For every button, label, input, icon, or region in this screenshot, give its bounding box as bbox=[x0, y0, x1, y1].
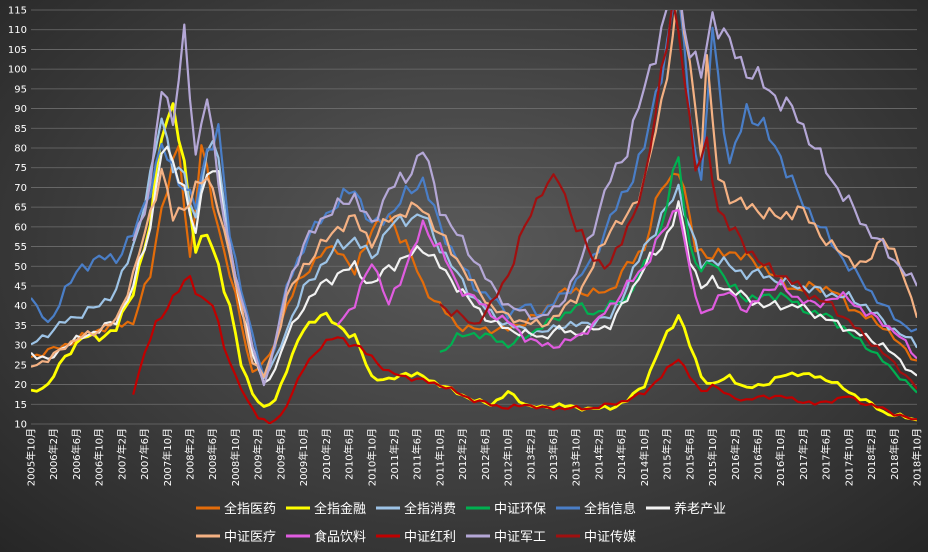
x-tick-label: 2012年2月 bbox=[456, 428, 469, 480]
x-tick-label: 2017年10月 bbox=[842, 428, 855, 486]
legend-label: 全指消费 bbox=[404, 501, 456, 517]
x-tick-label: 2018年10月 bbox=[911, 428, 924, 486]
x-tick-label: 2013年6月 bbox=[547, 428, 560, 480]
legend-label: 中证军工 bbox=[494, 530, 546, 545]
x-tick-label: 2016年6月 bbox=[751, 428, 764, 480]
y-tick-label: 70 bbox=[14, 183, 27, 194]
series-line bbox=[31, 10, 917, 378]
x-tick-label: 2007年2月 bbox=[115, 428, 128, 480]
y-tick-label: 105 bbox=[8, 45, 27, 56]
y-tick-label: 15 bbox=[14, 400, 27, 411]
legend-label: 养老产业 bbox=[674, 501, 726, 517]
series-line bbox=[132, 275, 917, 424]
legend-label: 中证传媒 bbox=[584, 530, 636, 545]
x-tick-label: 2010年2月 bbox=[320, 428, 333, 480]
y-tick-label: 25 bbox=[14, 360, 27, 371]
x-tick-label: 2009年2月 bbox=[252, 428, 265, 480]
x-tick-label: 2009年6月 bbox=[274, 428, 287, 480]
y-tick-label: 80 bbox=[14, 144, 27, 155]
x-tick-label: 2008年6月 bbox=[206, 428, 219, 480]
y-tick-label: 55 bbox=[14, 242, 27, 253]
x-tick-label: 2016年10月 bbox=[774, 428, 787, 486]
legend-label: 中证红利 bbox=[404, 529, 456, 545]
y-tick-label: 60 bbox=[14, 222, 27, 233]
x-tick-label: 2015年2月 bbox=[661, 428, 674, 480]
legend-label: 中证医疗 bbox=[224, 530, 276, 545]
y-tick-label: 85 bbox=[14, 124, 27, 135]
x-tick-label: 2014年2月 bbox=[592, 428, 605, 480]
legend-label: 中证环保 bbox=[494, 502, 546, 517]
x-tick-label: 2011年6月 bbox=[411, 428, 424, 480]
series-line bbox=[132, 10, 917, 387]
x-tick-label: 2008年10月 bbox=[229, 428, 242, 486]
x-tick-label: 2018年2月 bbox=[865, 428, 878, 480]
x-tick-label: 2011年10月 bbox=[433, 428, 446, 486]
x-tick-label: 2017年6月 bbox=[820, 428, 833, 480]
x-tick-label: 2011年2月 bbox=[388, 428, 401, 480]
legend-label: 全指信息 bbox=[584, 501, 636, 517]
legend-label: 全指金融 bbox=[314, 501, 366, 517]
y-tick-label: 115 bbox=[8, 6, 27, 17]
x-tick-label: 2006年10月 bbox=[93, 428, 106, 486]
legend-label: 全指医药 bbox=[224, 501, 276, 517]
x-tick-label: 2007年6月 bbox=[138, 428, 151, 480]
plot-area bbox=[31, 10, 917, 424]
x-tick-label: 2012年6月 bbox=[479, 428, 492, 480]
y-tick-label: 10 bbox=[14, 420, 27, 431]
y-tick-label: 110 bbox=[8, 25, 27, 36]
x-tick-label: 2017年2月 bbox=[797, 428, 810, 480]
y-tick-label: 75 bbox=[14, 163, 27, 174]
y-tick-label: 50 bbox=[14, 262, 27, 273]
y-tick-label: 95 bbox=[14, 84, 27, 95]
x-tick-label: 2014年6月 bbox=[615, 428, 628, 480]
x-tick-label: 2009年10月 bbox=[297, 428, 310, 486]
x-tick-label: 2015年6月 bbox=[683, 428, 696, 480]
x-tick-label: 2010年10月 bbox=[365, 428, 378, 486]
y-tick-label: 45 bbox=[14, 282, 27, 293]
x-tick-label: 2005年10月 bbox=[25, 428, 38, 486]
series-line bbox=[439, 156, 917, 394]
series-line bbox=[439, 10, 917, 390]
x-tick-label: 2006年2月 bbox=[47, 428, 60, 480]
x-tick-label: 2012年10月 bbox=[502, 428, 515, 486]
x-tick-label: 2008年2月 bbox=[184, 428, 197, 480]
x-tick-label: 2006年6月 bbox=[70, 428, 83, 480]
series-line bbox=[31, 117, 917, 379]
x-tick-label: 2016年2月 bbox=[729, 428, 742, 480]
x-tick-label: 2015年10月 bbox=[706, 428, 719, 486]
y-tick-label: 100 bbox=[8, 65, 27, 76]
x-tick-label: 2013年2月 bbox=[524, 428, 537, 480]
y-tick-label: 40 bbox=[14, 301, 27, 312]
y-tick-label: 65 bbox=[14, 203, 27, 214]
series-line bbox=[336, 208, 917, 360]
series-line bbox=[31, 10, 917, 378]
x-tick-label: 2018年6月 bbox=[888, 428, 901, 480]
x-tick-label: 2013年10月 bbox=[570, 428, 583, 486]
x-tick-label: 2007年10月 bbox=[161, 428, 174, 486]
series-line bbox=[31, 145, 917, 384]
series-line bbox=[31, 144, 917, 373]
y-tick-label: 30 bbox=[14, 341, 27, 352]
y-tick-label: 90 bbox=[14, 104, 27, 115]
x-tick-label: 2010年6月 bbox=[343, 428, 356, 480]
y-tick-label: 35 bbox=[14, 321, 27, 332]
legend-label: 食品饮料 bbox=[314, 529, 366, 545]
x-tick-label: 2014年10月 bbox=[638, 428, 651, 486]
y-tick-label: 20 bbox=[14, 380, 27, 391]
